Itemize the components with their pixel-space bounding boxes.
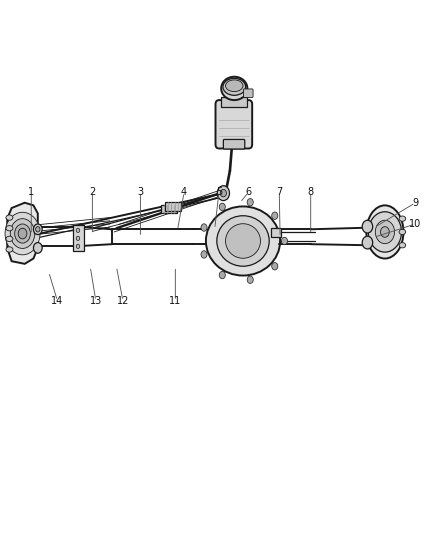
Text: 12: 12 [117, 296, 129, 306]
Text: 3: 3 [138, 187, 144, 197]
Ellipse shape [6, 247, 13, 252]
FancyBboxPatch shape [244, 89, 253, 98]
Circle shape [362, 236, 373, 249]
Text: 4: 4 [181, 187, 187, 197]
Circle shape [201, 251, 207, 258]
Text: 6: 6 [246, 187, 252, 197]
FancyBboxPatch shape [223, 140, 245, 149]
Text: 10: 10 [410, 219, 422, 229]
Circle shape [33, 243, 42, 253]
Circle shape [217, 185, 230, 200]
Circle shape [5, 212, 40, 255]
Ellipse shape [6, 215, 13, 220]
Ellipse shape [206, 206, 280, 276]
Ellipse shape [366, 205, 403, 259]
Circle shape [247, 198, 253, 206]
FancyBboxPatch shape [73, 225, 84, 251]
Text: 11: 11 [169, 296, 181, 306]
Ellipse shape [226, 80, 243, 92]
Circle shape [219, 203, 225, 211]
Circle shape [18, 228, 27, 239]
Circle shape [35, 227, 40, 232]
Circle shape [76, 228, 80, 232]
FancyBboxPatch shape [161, 205, 177, 213]
Circle shape [219, 271, 225, 279]
Text: 9: 9 [413, 198, 419, 208]
Circle shape [33, 224, 42, 235]
Text: 1: 1 [28, 187, 34, 197]
Ellipse shape [399, 243, 406, 248]
Ellipse shape [226, 224, 261, 259]
Circle shape [272, 263, 278, 270]
Circle shape [272, 212, 278, 220]
Ellipse shape [223, 78, 246, 95]
Circle shape [220, 189, 226, 197]
Text: 8: 8 [307, 187, 314, 197]
Text: 2: 2 [89, 187, 95, 197]
Polygon shape [7, 203, 38, 264]
FancyBboxPatch shape [215, 100, 252, 149]
Ellipse shape [6, 236, 13, 241]
Text: 13: 13 [90, 296, 102, 306]
Ellipse shape [6, 225, 13, 231]
Ellipse shape [217, 216, 269, 266]
Circle shape [76, 244, 80, 248]
FancyBboxPatch shape [272, 228, 281, 237]
Text: 7: 7 [276, 187, 283, 197]
Ellipse shape [399, 229, 406, 235]
Text: 14: 14 [51, 296, 64, 306]
Circle shape [14, 224, 30, 243]
FancyBboxPatch shape [165, 202, 181, 211]
Circle shape [76, 236, 80, 240]
Circle shape [201, 224, 207, 231]
Circle shape [375, 220, 395, 244]
Circle shape [381, 227, 389, 237]
Circle shape [362, 220, 373, 233]
Ellipse shape [399, 216, 406, 221]
Text: 5: 5 [216, 187, 222, 197]
FancyBboxPatch shape [221, 98, 247, 107]
Circle shape [368, 212, 402, 252]
Circle shape [282, 237, 288, 245]
Circle shape [11, 219, 35, 248]
Circle shape [247, 276, 253, 284]
Ellipse shape [221, 77, 247, 100]
